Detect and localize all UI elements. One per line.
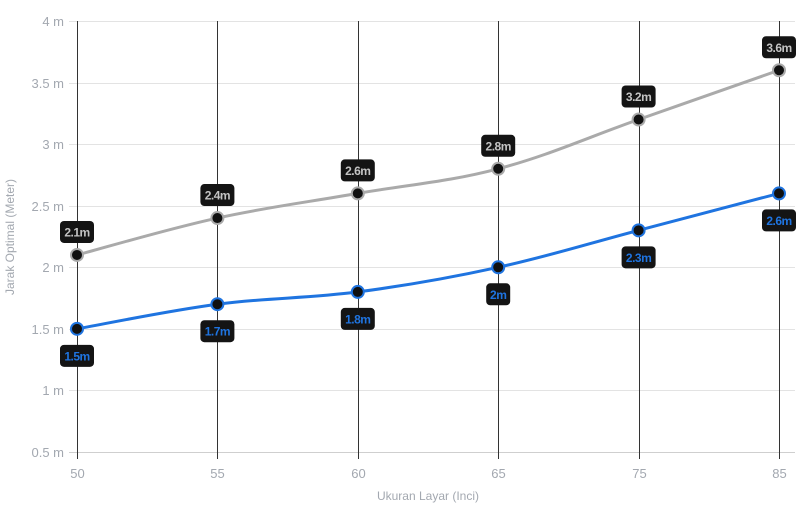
- x-tick-label: 50: [70, 466, 84, 481]
- series-jarak-minimum: [70, 186, 786, 336]
- data-label-text: 2.4m: [205, 189, 230, 203]
- data-label-text: 2.1m: [64, 225, 89, 239]
- data-point[interactable]: [772, 186, 786, 201]
- x-tick-label: 65: [491, 466, 505, 481]
- y-tick-label: 1.5 m: [31, 322, 64, 337]
- data-label-background: [340, 159, 375, 182]
- data-label-background: [762, 209, 796, 232]
- x-axis-title: Ukuran Layar (Inci): [377, 489, 479, 503]
- data-label-text: 3.2m: [626, 90, 651, 104]
- data-point[interactable]: [491, 260, 506, 275]
- data-point[interactable]: [210, 211, 225, 226]
- data-label-background: [762, 36, 796, 59]
- data-label: 3.6m: [762, 36, 796, 59]
- data-point[interactable]: [210, 297, 225, 312]
- x-tick-label: 55: [210, 466, 224, 481]
- data-label-text: 2.6m: [766, 214, 791, 228]
- series-jarak-maksimum: [70, 63, 786, 262]
- data-label: 2.6m: [340, 159, 375, 182]
- y-axis-ticks: 0.5 m 1 m 1.5 m 2 m 2.5 m 3 m 3.5 m 4 m: [31, 14, 64, 460]
- data-point[interactable]: [70, 321, 84, 336]
- x-axis-ticks: 50 55 60 65 75 85: [70, 466, 786, 481]
- data-label-background: [340, 307, 375, 330]
- series-line: [76, 68, 780, 257]
- data-label-text: 2.3m: [626, 251, 651, 265]
- data-point[interactable]: [350, 284, 365, 299]
- data-point[interactable]: [350, 186, 365, 201]
- data-label: 2.1m: [60, 220, 94, 243]
- y-tick-label: 0.5 m: [31, 445, 64, 460]
- series-layer: [70, 63, 786, 336]
- x-tick-label: 75: [632, 466, 646, 481]
- vertical-gridlines: [77, 21, 780, 459]
- y-tick-label: 2 m: [42, 260, 64, 275]
- data-label: 1.8m: [340, 307, 375, 330]
- y-tick-label: 2.5 m: [31, 199, 64, 214]
- data-label-background: [621, 246, 656, 269]
- data-label: 2.8m: [481, 134, 516, 157]
- data-label-background: [486, 283, 511, 306]
- data-label: 3.2m: [621, 85, 656, 108]
- horizontal-gridlines: [69, 21, 795, 453]
- data-label-background: [60, 344, 94, 367]
- y-tick-label: 3 m: [42, 137, 64, 152]
- x-tick-label: 60: [351, 466, 365, 481]
- data-label-text: 2.8m: [486, 139, 511, 153]
- data-label: 2.3m: [621, 246, 656, 269]
- data-point[interactable]: [631, 223, 646, 238]
- series-line: [76, 191, 780, 331]
- data-label: 2.4m: [200, 184, 235, 207]
- data-label-background: [60, 220, 94, 243]
- data-labels-layer: 2.1m 2.4m 2.6m 2.8m 3.2m 3.6m 1.5m 1.7m 1.8m 2m 2.…: [60, 36, 796, 367]
- y-tick-label: 4 m: [42, 14, 64, 29]
- data-point[interactable]: [772, 63, 786, 78]
- x-tick-label: 85: [772, 466, 786, 481]
- data-label-background: [481, 134, 516, 157]
- data-label-text: 1.7m: [205, 325, 230, 339]
- data-label-text: 3.6m: [766, 41, 791, 55]
- data-label: 1.5m: [60, 344, 94, 367]
- y-axis-title: Jarak Optimal (Meter): [3, 179, 17, 295]
- data-point[interactable]: [491, 161, 506, 176]
- y-tick-label: 3.5 m: [31, 76, 64, 91]
- data-point[interactable]: [631, 112, 646, 127]
- data-label-text: 2m: [490, 288, 506, 302]
- data-label: 2.6m: [762, 209, 796, 232]
- data-label: 2m: [486, 283, 511, 306]
- data-label-background: [200, 320, 235, 343]
- data-label-text: 1.5m: [64, 349, 89, 363]
- data-label-background: [200, 184, 235, 207]
- y-tick-label: 1 m: [42, 383, 64, 398]
- data-label-text: 2.6m: [345, 164, 370, 178]
- data-point[interactable]: [70, 247, 84, 262]
- data-label-text: 1.8m: [345, 312, 370, 326]
- data-label-background: [621, 85, 656, 108]
- data-label: 1.7m: [200, 320, 235, 343]
